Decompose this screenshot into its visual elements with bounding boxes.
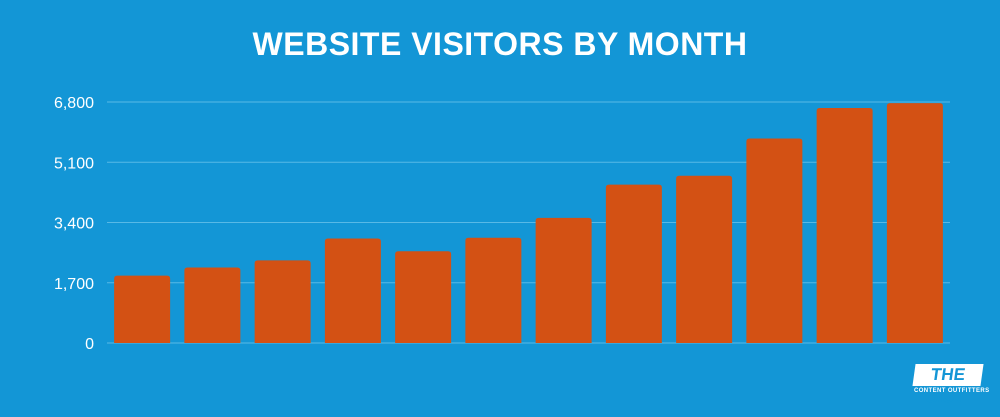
logo-sub-text: CONTENT OUTFITTERS (914, 388, 990, 394)
bar-11[interactable] (816, 108, 873, 344)
bar-1[interactable] (114, 275, 171, 343)
bar-7[interactable] (535, 217, 592, 343)
bar-10[interactable] (746, 138, 803, 343)
bar-5[interactable] (395, 251, 452, 343)
bar-2[interactable] (184, 267, 241, 343)
bar-12[interactable] (886, 103, 943, 343)
bar-6[interactable] (465, 237, 522, 343)
brand-logo[interactable]: THE GIST CONTENT OUTFITTERS (912, 364, 990, 406)
bar-4[interactable] (324, 238, 381, 343)
y-tick-label: 3,400 (54, 216, 94, 233)
y-tick-label: 6,800 (54, 95, 94, 112)
bar-8[interactable] (605, 184, 662, 343)
y-tick-label: 0 (85, 336, 94, 353)
bar-9[interactable] (676, 175, 733, 343)
logo-main-text: THE GIST (912, 364, 984, 406)
bar-3[interactable] (254, 260, 311, 343)
y-tick-label: 5,100 (54, 155, 94, 172)
chart-title: WEBSITE VISITORS BY MONTH (252, 26, 748, 62)
y-tick-label: 1,700 (54, 276, 94, 293)
